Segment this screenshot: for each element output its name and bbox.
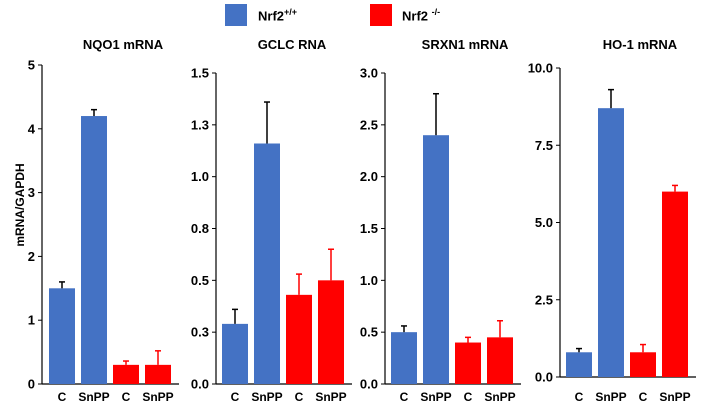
panel-2-bar [286, 294, 312, 384]
panel-2-tick-label: 0.5 [191, 273, 209, 288]
legend-swatch-ko [370, 4, 392, 26]
legend-label-ko-base: Nrf2 [402, 8, 432, 24]
panel-1-tick-label: 4 [28, 121, 36, 136]
panel-3-tick-label: 3.0 [360, 66, 378, 81]
panel-2-bar [318, 280, 344, 384]
panel-4-category-label: C [639, 390, 648, 404]
panel-3-bar [423, 135, 449, 384]
panel-3-tick-label: 0.5 [360, 325, 378, 340]
legend-swatch-wt [225, 4, 247, 26]
panel-1-category-label: C [58, 390, 67, 404]
panel-3-category-label: SnPP [420, 390, 451, 404]
panel-4-bar [598, 108, 624, 378]
panel-1-bar [49, 288, 75, 384]
panel-2-tick-label: 1.3 [191, 117, 209, 132]
panel-3-bar [391, 332, 417, 384]
panel-2-tick-label: 1.5 [191, 66, 209, 81]
panel-4-tick-label: 7.5 [535, 138, 553, 153]
legend-label-ko: Nrf2 -/- [402, 7, 440, 23]
panel-2-bar [254, 143, 280, 384]
panel-1-category-label: SnPP [78, 390, 109, 404]
panel-2-tick-label: 0.8 [191, 221, 209, 236]
panel-1-tick-label: 3 [28, 185, 35, 200]
panel-4-tick-label: 2.5 [535, 292, 553, 307]
panel-3-category-label: SnPP [484, 390, 515, 404]
panel-3-tick-label: 1.0 [360, 273, 378, 288]
panel-4-bar [662, 191, 688, 377]
panel-2-bar [222, 323, 248, 384]
legend-label-wt: Nrf2+/+ [258, 7, 297, 23]
panel-2-category-label: C [231, 390, 240, 404]
panel-1-tick-label: 5 [28, 58, 35, 73]
panel-2-title: GCLC RNA [258, 37, 327, 52]
panel-1-bar [81, 116, 107, 384]
legend-label-wt-sup: +/+ [284, 7, 298, 17]
panel-4-tick-label: 10.0 [528, 61, 553, 76]
panel-3-title: SRXN1 mRNA [422, 37, 509, 52]
panel-3-bar [455, 342, 481, 384]
panel-4-bar [566, 352, 592, 377]
panel-1-bar [145, 364, 171, 384]
panel-3-category-label: C [464, 390, 473, 404]
panel-1-category-label: C [122, 390, 131, 404]
panel-4-tick-label: 0.0 [535, 370, 553, 385]
panel-2-category-label: SnPP [251, 390, 282, 404]
panel-4-category-label: SnPP [595, 390, 626, 404]
panel-3-bar [487, 337, 513, 384]
panel-1-tick-label: 1 [28, 313, 35, 328]
panel-4-tick-label: 5.0 [535, 215, 553, 230]
panel-2-tick-label: 1.0 [191, 169, 209, 184]
panel-3-tick-label: 0.0 [360, 377, 378, 392]
panel-3-tick-label: 2.5 [360, 117, 378, 132]
panel-3-category-label: C [400, 390, 409, 404]
panel-1-bar [113, 364, 139, 384]
panel-4-category-label: C [575, 390, 584, 404]
panel-4-category-label: SnPP [659, 390, 690, 404]
panel-1-category-label: SnPP [142, 390, 173, 404]
legend-label-wt-base: Nrf2 [258, 8, 285, 24]
panel-1-tick-label: 0 [28, 377, 35, 392]
panel-3-tick-label: 1.5 [360, 221, 378, 236]
panel-4-title: HO-1 mRNA [603, 37, 678, 52]
panel-1-tick-label: 2 [28, 249, 35, 264]
panel-4-bar [630, 352, 656, 377]
panel-2-tick-label: 0.3 [191, 325, 209, 340]
panel-1-title: NQO1 mRNA [83, 37, 164, 52]
panel-2-category-label: C [295, 390, 304, 404]
panel-3-tick-label: 2.0 [360, 169, 378, 184]
panel-2-tick-label: 0.0 [191, 377, 209, 392]
panel-2-category-label: SnPP [315, 390, 346, 404]
legend-label-ko-sup: -/- [431, 7, 441, 17]
